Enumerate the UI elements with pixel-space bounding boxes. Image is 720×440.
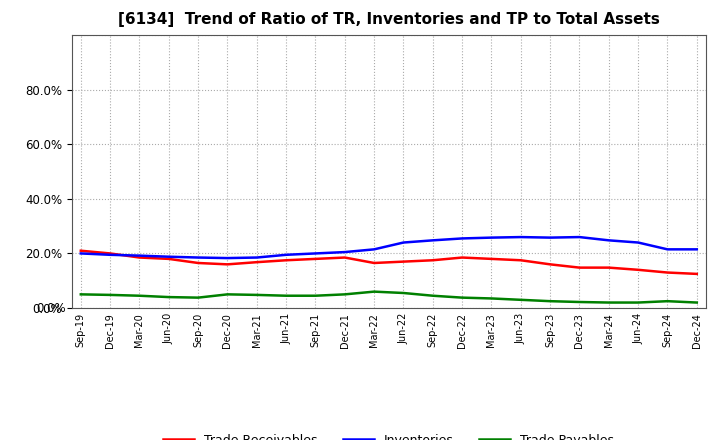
Inventories — [399, 240, 408, 245]
Trade Receivables — [311, 256, 320, 261]
Trade Receivables — [605, 265, 613, 270]
Title: [6134]  Trend of Ratio of TR, Inventories and TP to Total Assets: [6134] Trend of Ratio of TR, Inventories… — [118, 12, 660, 27]
Trade Receivables — [164, 256, 173, 261]
Legend: Trade Receivables, Inventories, Trade Payables: Trade Receivables, Inventories, Trade Pa… — [158, 429, 619, 440]
Trade Receivables — [546, 262, 554, 267]
Trade Receivables — [487, 256, 496, 261]
Inventories — [605, 238, 613, 243]
Trade Payables — [516, 297, 525, 302]
Line: Trade Receivables: Trade Receivables — [81, 251, 697, 274]
Trade Payables — [282, 293, 290, 298]
Trade Receivables — [223, 262, 232, 267]
Inventories — [458, 236, 467, 241]
Trade Payables — [341, 292, 349, 297]
Trade Receivables — [76, 248, 85, 253]
Inventories — [194, 255, 202, 260]
Trade Payables — [487, 296, 496, 301]
Trade Receivables — [282, 258, 290, 263]
Trade Payables — [223, 292, 232, 297]
Trade Payables — [370, 289, 379, 294]
Inventories — [693, 247, 701, 252]
Inventories — [106, 252, 114, 257]
Inventories — [428, 238, 437, 243]
Trade Payables — [399, 290, 408, 296]
Trade Payables — [135, 293, 144, 298]
Inventories — [311, 251, 320, 256]
Trade Payables — [76, 292, 85, 297]
Trade Receivables — [516, 258, 525, 263]
Line: Inventories: Inventories — [81, 237, 697, 258]
Inventories — [487, 235, 496, 240]
Trade Payables — [311, 293, 320, 298]
Line: Trade Payables: Trade Payables — [81, 292, 697, 303]
Trade Payables — [634, 300, 642, 305]
Trade Receivables — [663, 270, 672, 275]
Inventories — [164, 254, 173, 259]
Trade Payables — [693, 300, 701, 305]
Inventories — [282, 252, 290, 257]
Trade Receivables — [194, 260, 202, 266]
Inventories — [634, 240, 642, 245]
Inventories — [663, 247, 672, 252]
Trade Payables — [546, 299, 554, 304]
Trade Receivables — [634, 267, 642, 272]
Trade Payables — [428, 293, 437, 298]
Inventories — [76, 251, 85, 256]
Trade Payables — [605, 300, 613, 305]
Trade Payables — [164, 294, 173, 300]
Inventories — [223, 256, 232, 261]
Inventories — [575, 235, 584, 240]
Trade Payables — [663, 299, 672, 304]
Trade Payables — [106, 292, 114, 297]
Trade Receivables — [106, 251, 114, 256]
Trade Payables — [458, 295, 467, 300]
Trade Receivables — [341, 255, 349, 260]
Trade Payables — [253, 292, 261, 297]
Trade Receivables — [575, 265, 584, 270]
Inventories — [516, 235, 525, 240]
Trade Receivables — [253, 260, 261, 265]
Trade Receivables — [370, 260, 379, 266]
Trade Receivables — [399, 259, 408, 264]
Trade Receivables — [693, 271, 701, 276]
Trade Payables — [575, 299, 584, 304]
Inventories — [341, 249, 349, 255]
Trade Receivables — [458, 255, 467, 260]
Inventories — [135, 253, 144, 258]
Trade Receivables — [428, 258, 437, 263]
Trade Payables — [194, 295, 202, 300]
Inventories — [253, 255, 261, 260]
Inventories — [546, 235, 554, 240]
Inventories — [370, 247, 379, 252]
Trade Receivables — [135, 255, 144, 260]
Text: 0.0%: 0.0% — [37, 301, 66, 315]
